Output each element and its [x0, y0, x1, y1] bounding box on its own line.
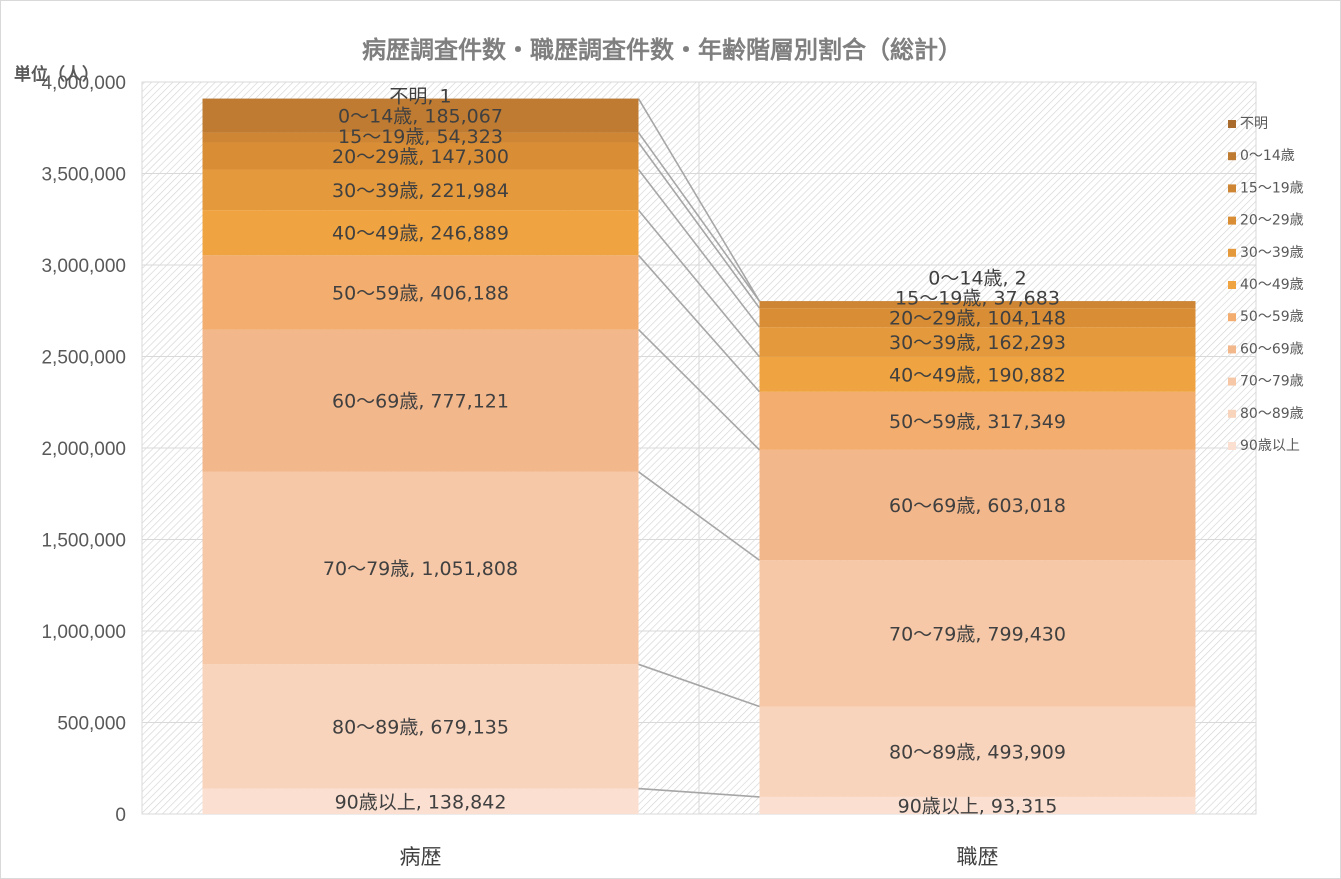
y-tick-label: 2,000,000 — [41, 439, 126, 460]
bar-segment — [759, 308, 1196, 328]
legend-swatch — [1228, 184, 1236, 193]
data-label: 90歳以上, 138,842 — [335, 791, 507, 813]
legend-label: 不明 — [1240, 116, 1268, 132]
data-label: 70～79歳, 1,051,808 — [323, 558, 518, 580]
bar-segment — [759, 391, 1196, 450]
series-lines — [637, 98, 761, 798]
legend[interactable]: 不明 0～14歳 15～19歳 20～29歳 30～39歳 40～49歳 50～59歳 60～… — [1228, 116, 1304, 454]
bar-segment — [759, 301, 1196, 309]
data-label: 50～59歳, 406,188 — [332, 282, 509, 304]
legend-swatch — [1228, 152, 1236, 161]
data-labels: 90歳以上, 138,842 80～89歳, 679,135 70～79歳, 1,0… — [323, 86, 1066, 818]
data-label: 15～19歳, 37,683 — [895, 288, 1060, 310]
legend-label: 20～29歳 — [1240, 213, 1304, 229]
bars — [202, 98, 1196, 814]
bar-segment — [202, 132, 639, 143]
series-line — [637, 254, 761, 393]
legend-swatch — [1228, 248, 1236, 257]
bar-segment — [759, 706, 1196, 797]
bar-segment — [759, 560, 1196, 707]
series-line — [638, 663, 760, 708]
data-label: 不明, 1 — [389, 86, 451, 108]
data-label: 60～69歳, 777,121 — [332, 391, 509, 413]
data-label: 90歳以上, 93,315 — [898, 795, 1058, 817]
bar-segment — [202, 329, 639, 472]
series-line — [637, 329, 761, 451]
legend-swatch — [1228, 120, 1236, 128]
bar-segment — [202, 98, 639, 133]
bar-segment — [759, 796, 1196, 814]
data-label: 15～19歳, 54,323 — [338, 126, 503, 148]
series-line — [638, 471, 760, 561]
y-axis: 0 500,000 1,000,000 1,500,000 2,000,000 2,500… — [41, 73, 126, 826]
bar-segment — [759, 327, 1196, 357]
legend-label: 15～19歳 — [1240, 180, 1304, 196]
data-label: 60～69歳, 603,018 — [889, 495, 1066, 517]
data-label: 20～29歳, 147,300 — [332, 146, 509, 168]
x-tick-label: 職歴 — [957, 845, 999, 869]
legend-label: 80～89歳 — [1240, 406, 1304, 422]
y-tick-label: 4,000,000 — [41, 73, 126, 94]
series-line — [637, 209, 761, 358]
unit-label: 単位（人） — [14, 64, 99, 85]
y-tick-label: 1,000,000 — [41, 622, 126, 643]
legend-swatch — [1228, 216, 1236, 225]
series-line — [637, 142, 761, 309]
y-tick-label: 0 — [115, 805, 126, 826]
chart-title: 病歴調査件数・職歴調査件数・年齢階層別割合（総計） — [362, 36, 962, 64]
x-tick-label: 病歴 — [400, 845, 442, 869]
legend-swatch — [1228, 345, 1236, 354]
bar-segment — [202, 210, 639, 256]
data-label: 40～49歳, 246,889 — [332, 223, 509, 245]
legend-label: 0～14歳 — [1240, 148, 1295, 164]
y-tick-label: 500,000 — [57, 714, 126, 735]
y-tick-label: 2,500,000 — [41, 348, 126, 369]
bar-segment — [202, 142, 639, 170]
legend-label: 60～69歳 — [1240, 341, 1304, 357]
data-label: 40～49歳, 190,882 — [889, 364, 1066, 386]
y-tick-label: 1,500,000 — [41, 531, 126, 552]
legend-label: 30～39歳 — [1240, 245, 1304, 261]
data-label: 50～59歳, 317,349 — [889, 411, 1066, 433]
bar-segment — [202, 255, 639, 330]
bar-segment — [202, 169, 639, 211]
data-label: 80～89歳, 679,135 — [332, 716, 509, 738]
series-line — [637, 168, 761, 328]
bar-segment — [202, 788, 639, 814]
data-label: 30～39歳, 221,984 — [332, 180, 509, 202]
series-line — [637, 98, 761, 302]
legend-swatch — [1228, 377, 1236, 386]
series-line — [637, 132, 761, 302]
data-label: 0～14歳, 2 — [928, 268, 1026, 290]
data-label: 80～89歳, 493,909 — [889, 742, 1066, 764]
data-label: 30～39歳, 162,293 — [889, 332, 1066, 354]
legend-swatch — [1228, 313, 1236, 322]
legend-label: 50～59歳 — [1240, 309, 1304, 325]
legend-label: 70～79歳 — [1240, 374, 1304, 390]
data-label: 70～79歳, 799,430 — [889, 623, 1066, 645]
y-tick-label: 3,000,000 — [41, 256, 126, 277]
bar-segment — [202, 471, 639, 665]
bar-segment — [759, 356, 1196, 392]
data-label: 20～29歳, 104,148 — [889, 308, 1066, 330]
bar-segment — [202, 664, 639, 789]
x-axis: 病歴 職歴 — [400, 845, 999, 869]
legend-swatch — [1228, 409, 1236, 418]
series-line — [638, 787, 760, 798]
legend-swatch — [1228, 281, 1236, 289]
bar-segment — [759, 449, 1196, 561]
data-label: 0～14歳, 185,067 — [338, 106, 503, 128]
legend-label: 90歳以上 — [1240, 438, 1300, 454]
legend-label: 40～49歳 — [1240, 277, 1304, 293]
legend-swatch — [1228, 442, 1236, 450]
y-tick-label: 3,500,000 — [41, 165, 126, 186]
